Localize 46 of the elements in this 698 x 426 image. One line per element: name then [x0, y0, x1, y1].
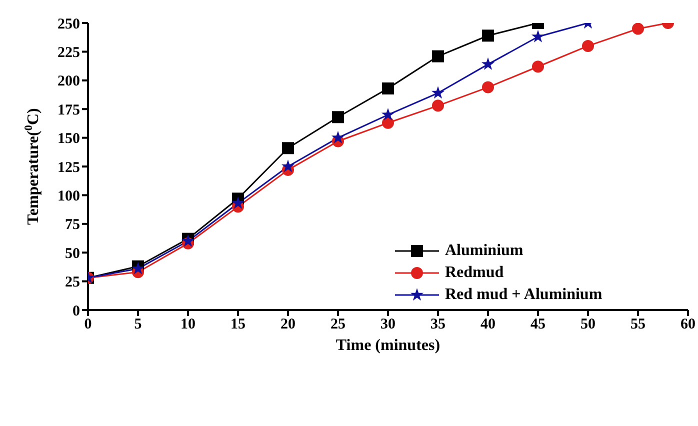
- x-tick-label: 55: [630, 316, 646, 333]
- legend-label: Redmud: [445, 264, 504, 282]
- y-tick-label: 100: [58, 188, 80, 205]
- x-tick-label: 5: [134, 316, 142, 333]
- point: [431, 86, 445, 99]
- point: [432, 100, 444, 112]
- x-tick-label: 45: [530, 316, 546, 333]
- legend-label: Red mud + Aluminium: [445, 286, 602, 304]
- point: [632, 23, 644, 35]
- x-tick-label: 25: [330, 316, 346, 333]
- point: [482, 30, 494, 42]
- y-tick-label: 0: [72, 303, 80, 320]
- point: [381, 108, 395, 120]
- y-tick-label: 50: [65, 246, 80, 262]
- x-tick-label: 30: [380, 316, 396, 333]
- y-tick-label: 125: [58, 160, 80, 176]
- x-axis-title: Time (minutes): [336, 337, 440, 354]
- x-tick-label: 0: [84, 316, 92, 333]
- point: [332, 111, 344, 124]
- y-tick-label: 25: [65, 274, 80, 291]
- x-tick-label: 60: [680, 316, 696, 333]
- x-tick-label: 35: [430, 316, 446, 333]
- point: [482, 81, 494, 94]
- x-tick-label: 20: [280, 316, 296, 333]
- point: [432, 50, 444, 62]
- point: [331, 130, 345, 144]
- point: [582, 40, 594, 52]
- y-tick-label: 150: [58, 131, 80, 148]
- y-tick-label: 225: [58, 45, 80, 62]
- point: [382, 82, 394, 94]
- point: [531, 30, 545, 42]
- y-tick-label: 250: [58, 16, 80, 32]
- y-tick-label: 75: [65, 217, 80, 234]
- point: [532, 60, 544, 73]
- point: [282, 142, 294, 154]
- y-tick-label: 200: [58, 74, 80, 90]
- x-tick-label: 10: [180, 316, 196, 333]
- point: [281, 160, 295, 172]
- point: [231, 196, 245, 209]
- x-tick-label: 15: [230, 316, 246, 333]
- x-tick-label: 50: [580, 316, 596, 333]
- x-tick-label: 40: [480, 316, 496, 333]
- legend-label: Aluminium: [445, 242, 524, 260]
- point: [382, 116, 394, 129]
- y-tick-label: 175: [58, 102, 80, 118]
- point: [481, 57, 495, 70]
